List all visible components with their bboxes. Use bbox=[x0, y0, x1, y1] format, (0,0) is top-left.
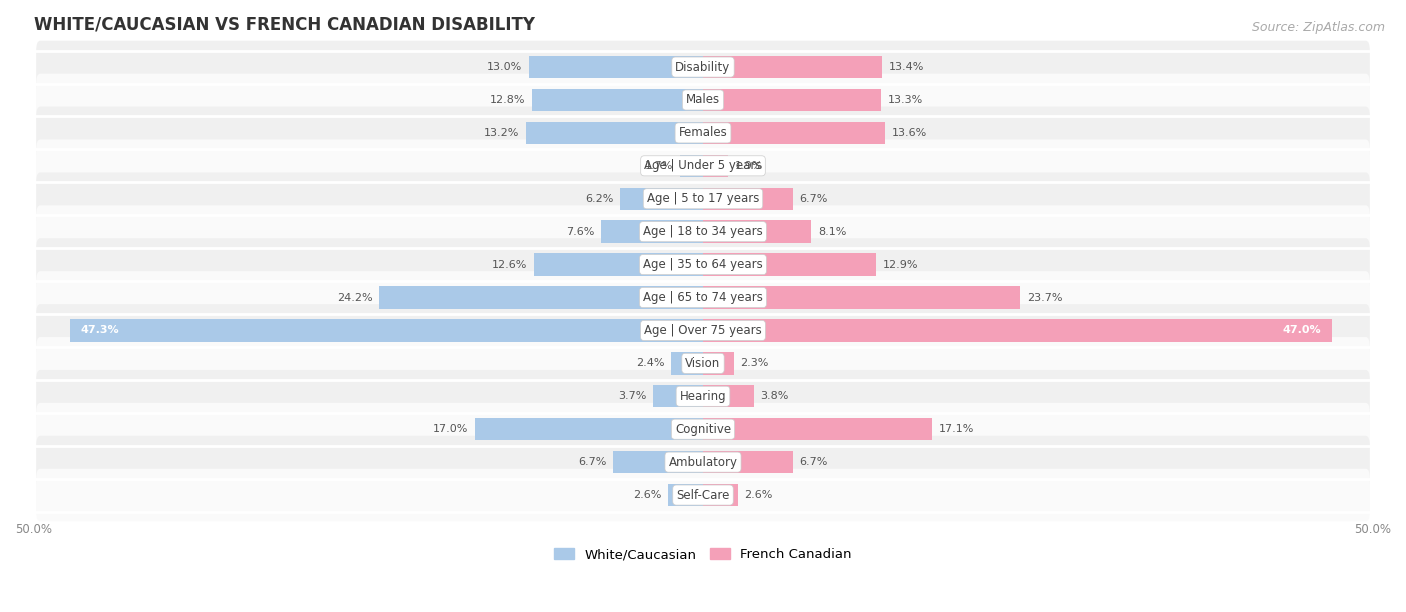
FancyBboxPatch shape bbox=[37, 436, 1369, 488]
Bar bbox=[703, 286, 1021, 308]
Text: Age | Over 75 years: Age | Over 75 years bbox=[644, 324, 762, 337]
Text: 6.2%: 6.2% bbox=[585, 194, 613, 204]
Bar bbox=[654, 385, 703, 408]
Text: Males: Males bbox=[686, 94, 720, 106]
Text: Hearing: Hearing bbox=[679, 390, 727, 403]
Bar bbox=[703, 56, 883, 78]
Text: 47.0%: 47.0% bbox=[1284, 326, 1322, 335]
Bar bbox=[613, 451, 703, 473]
Text: 2.3%: 2.3% bbox=[741, 359, 769, 368]
Text: 12.9%: 12.9% bbox=[883, 259, 918, 270]
Bar bbox=[681, 155, 703, 177]
Text: 6.7%: 6.7% bbox=[800, 194, 828, 204]
Bar bbox=[703, 122, 886, 144]
Bar bbox=[703, 89, 882, 111]
Bar bbox=[703, 352, 734, 375]
Text: Ambulatory: Ambulatory bbox=[668, 455, 738, 469]
FancyBboxPatch shape bbox=[37, 206, 1369, 258]
FancyBboxPatch shape bbox=[37, 469, 1369, 521]
Text: Age | 65 to 74 years: Age | 65 to 74 years bbox=[643, 291, 763, 304]
FancyBboxPatch shape bbox=[37, 403, 1369, 455]
FancyBboxPatch shape bbox=[37, 271, 1369, 324]
Text: Age | 5 to 17 years: Age | 5 to 17 years bbox=[647, 192, 759, 205]
Text: Age | Under 5 years: Age | Under 5 years bbox=[644, 159, 762, 173]
Text: 13.0%: 13.0% bbox=[486, 62, 522, 72]
Bar bbox=[703, 187, 793, 210]
Text: Disability: Disability bbox=[675, 61, 731, 73]
Text: 13.2%: 13.2% bbox=[484, 128, 520, 138]
Bar bbox=[475, 418, 703, 441]
Text: Self-Care: Self-Care bbox=[676, 488, 730, 502]
Text: 2.6%: 2.6% bbox=[633, 490, 661, 500]
FancyBboxPatch shape bbox=[37, 73, 1369, 126]
Bar bbox=[531, 89, 703, 111]
Bar bbox=[703, 484, 738, 506]
Bar bbox=[703, 385, 754, 408]
Text: Age | 35 to 64 years: Age | 35 to 64 years bbox=[643, 258, 763, 271]
Legend: White/Caucasian, French Canadian: White/Caucasian, French Canadian bbox=[548, 542, 858, 566]
FancyBboxPatch shape bbox=[37, 106, 1369, 159]
FancyBboxPatch shape bbox=[37, 173, 1369, 225]
Bar bbox=[671, 352, 703, 375]
Bar bbox=[703, 451, 793, 473]
Bar bbox=[703, 253, 876, 276]
Text: 24.2%: 24.2% bbox=[336, 293, 373, 302]
Text: 3.8%: 3.8% bbox=[761, 391, 789, 401]
Text: Source: ZipAtlas.com: Source: ZipAtlas.com bbox=[1251, 21, 1385, 34]
Text: 13.4%: 13.4% bbox=[889, 62, 925, 72]
Bar bbox=[620, 187, 703, 210]
Text: 3.7%: 3.7% bbox=[619, 391, 647, 401]
FancyBboxPatch shape bbox=[37, 238, 1369, 291]
Text: 7.6%: 7.6% bbox=[567, 226, 595, 237]
Bar bbox=[526, 122, 703, 144]
FancyBboxPatch shape bbox=[37, 140, 1369, 192]
Bar bbox=[529, 56, 703, 78]
Text: 17.0%: 17.0% bbox=[433, 424, 468, 434]
Text: 13.3%: 13.3% bbox=[887, 95, 922, 105]
Text: 17.1%: 17.1% bbox=[939, 424, 974, 434]
Text: 6.7%: 6.7% bbox=[578, 457, 606, 467]
Text: 1.7%: 1.7% bbox=[645, 161, 673, 171]
Text: Cognitive: Cognitive bbox=[675, 423, 731, 436]
Text: 12.8%: 12.8% bbox=[489, 95, 524, 105]
Text: 23.7%: 23.7% bbox=[1026, 293, 1063, 302]
Bar bbox=[380, 286, 703, 308]
Bar bbox=[668, 484, 703, 506]
Bar bbox=[602, 220, 703, 243]
Text: 13.6%: 13.6% bbox=[891, 128, 927, 138]
Text: 1.9%: 1.9% bbox=[735, 161, 763, 171]
Text: 47.3%: 47.3% bbox=[80, 326, 120, 335]
Bar bbox=[70, 319, 703, 341]
Text: 6.7%: 6.7% bbox=[800, 457, 828, 467]
Text: 2.4%: 2.4% bbox=[636, 359, 664, 368]
Bar bbox=[534, 253, 703, 276]
Text: Age | 18 to 34 years: Age | 18 to 34 years bbox=[643, 225, 763, 238]
Text: Vision: Vision bbox=[685, 357, 721, 370]
Bar bbox=[703, 155, 728, 177]
FancyBboxPatch shape bbox=[37, 304, 1369, 357]
Bar bbox=[703, 220, 811, 243]
Bar bbox=[703, 418, 932, 441]
Text: Females: Females bbox=[679, 127, 727, 140]
FancyBboxPatch shape bbox=[37, 41, 1369, 94]
FancyBboxPatch shape bbox=[37, 370, 1369, 423]
FancyBboxPatch shape bbox=[37, 337, 1369, 390]
Bar bbox=[703, 319, 1333, 341]
Text: WHITE/CAUCASIAN VS FRENCH CANADIAN DISABILITY: WHITE/CAUCASIAN VS FRENCH CANADIAN DISAB… bbox=[34, 15, 534, 33]
Text: 12.6%: 12.6% bbox=[492, 259, 527, 270]
Text: 2.6%: 2.6% bbox=[745, 490, 773, 500]
Text: 8.1%: 8.1% bbox=[818, 226, 846, 237]
